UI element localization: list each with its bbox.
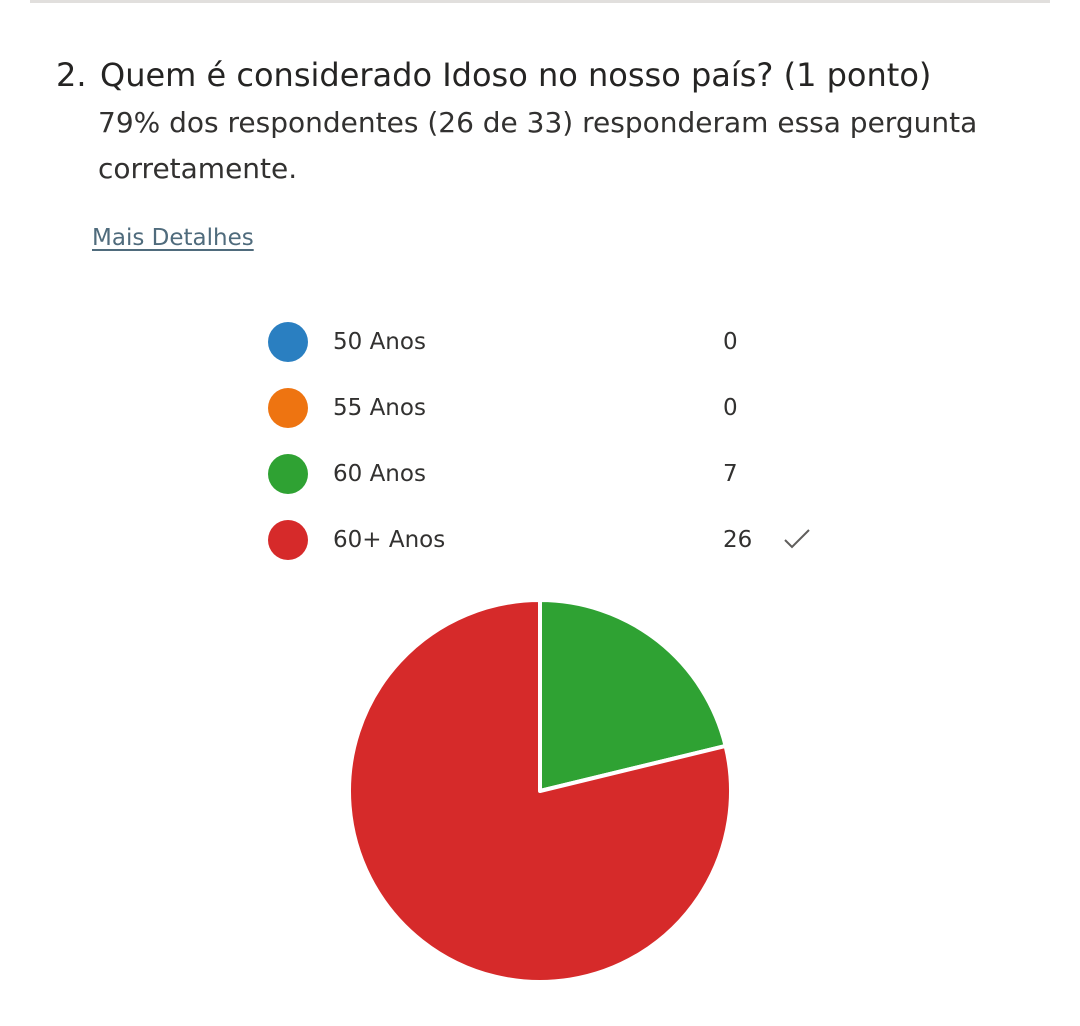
check-icon [784, 529, 810, 549]
top-divider [30, 0, 1050, 3]
question-number: 2. [56, 56, 87, 94]
legend-label: 60 Anos [333, 461, 426, 487]
more-details-link[interactable]: Mais Detalhes [92, 225, 254, 251]
legend-swatch [268, 454, 308, 494]
legend-count: 0 [723, 329, 738, 355]
question-stats: 79% dos respondentes (26 de 33) responde… [98, 106, 978, 185]
legend-count: 26 [723, 527, 753, 553]
legend-swatch [268, 388, 308, 428]
legend-item-60-plus-anos: 60+ Anos 26 [268, 518, 828, 584]
pie-slice-60-plus-anos [347, 598, 733, 984]
legend-count: 7 [723, 461, 738, 487]
legend-swatch [268, 322, 308, 362]
pie-chart [340, 592, 740, 992]
question-title: Quem é considerado Idoso no nosso país? … [100, 56, 932, 94]
chart-legend: 50 Anos 0 55 Anos 0 60 Anos 7 60+ Anos 2… [268, 320, 828, 584]
pie-slice-60-anos [538, 598, 728, 793]
legend-label: 60+ Anos [333, 527, 446, 553]
legend-swatch [268, 520, 308, 560]
legend-item-55-anos: 55 Anos 0 [268, 386, 828, 452]
pie-chart-svg [347, 598, 733, 984]
legend-label: 50 Anos [333, 329, 426, 355]
legend-count: 0 [723, 395, 738, 421]
legend-item-60-anos: 60 Anos 7 [268, 452, 828, 518]
legend-item-50-anos: 50 Anos 0 [268, 320, 828, 386]
legend-label: 55 Anos [333, 395, 426, 421]
